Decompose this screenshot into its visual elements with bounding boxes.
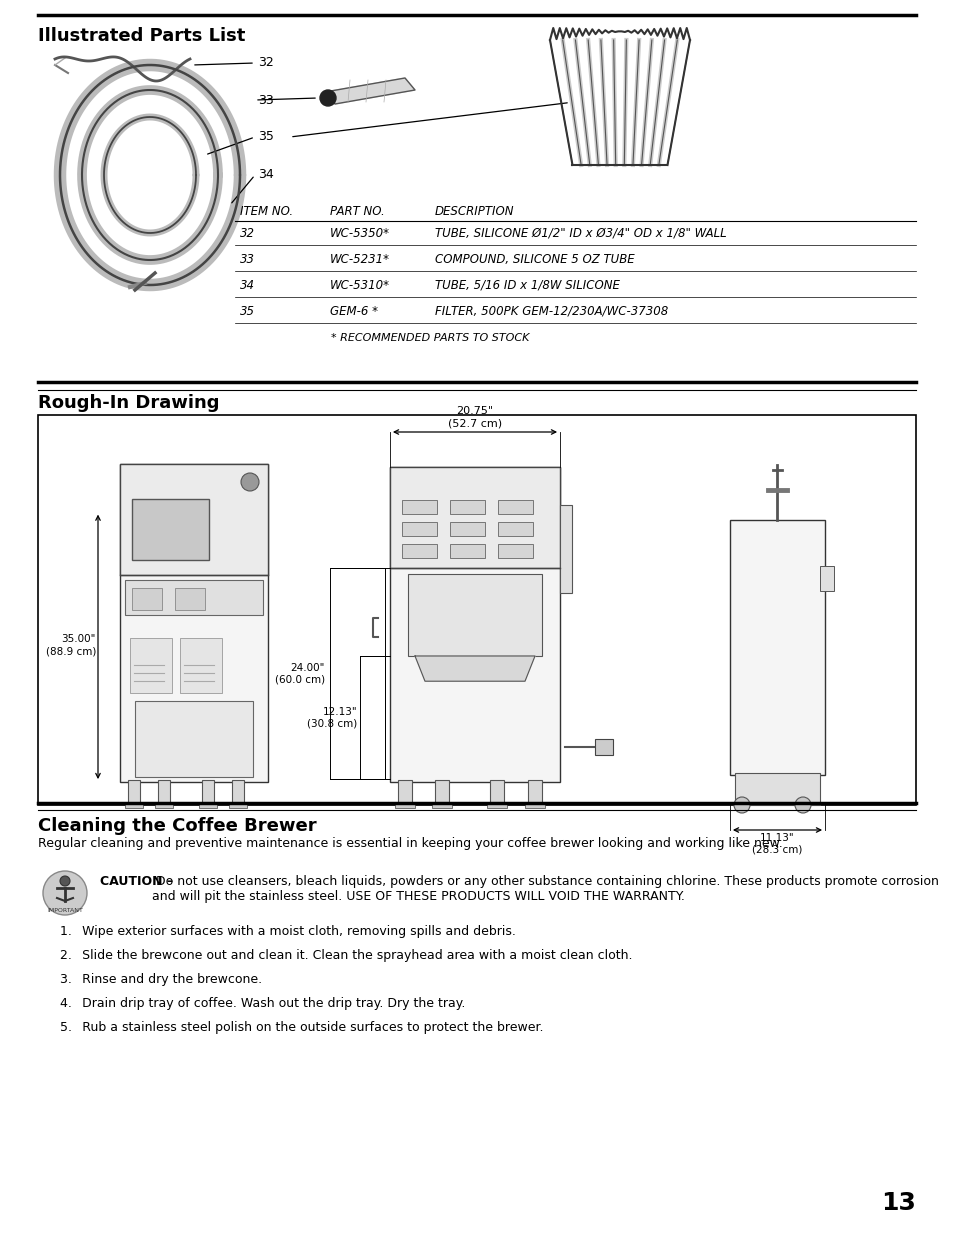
Bar: [820, 567, 833, 592]
Bar: [524, 803, 544, 808]
Bar: [527, 781, 541, 804]
Bar: [497, 500, 533, 514]
Text: Rough-In Drawing: Rough-In Drawing: [38, 394, 219, 412]
Bar: [397, 781, 412, 804]
Bar: [497, 522, 533, 536]
Bar: [559, 505, 572, 593]
Text: IMPORTANT: IMPORTANT: [47, 908, 83, 913]
Text: 35: 35: [240, 305, 254, 317]
Bar: [125, 580, 263, 615]
Bar: [395, 803, 415, 808]
Text: Do not use cleansers, bleach liquids, powders or any other substance containing : Do not use cleansers, bleach liquids, po…: [152, 876, 938, 903]
Bar: [595, 739, 613, 755]
Bar: [734, 773, 820, 805]
Text: Cleaning the Coffee Brewer: Cleaning the Coffee Brewer: [38, 818, 316, 835]
Text: 34: 34: [240, 279, 254, 291]
Text: 4.  Drain drip tray of coffee. Wash out the drip tray. Dry the tray.: 4. Drain drip tray of coffee. Wash out t…: [60, 997, 465, 1010]
Bar: [401, 543, 436, 558]
Circle shape: [733, 797, 749, 813]
Bar: [154, 803, 172, 808]
Circle shape: [60, 876, 70, 885]
Bar: [490, 781, 503, 804]
Bar: [401, 522, 436, 536]
Text: PART NO.: PART NO.: [330, 205, 384, 219]
Text: 13: 13: [881, 1191, 915, 1215]
Text: 2.  Slide the brewcone out and clean it. Clean the sprayhead area with a moist c: 2. Slide the brewcone out and clean it. …: [60, 948, 632, 962]
Bar: [128, 781, 140, 804]
Bar: [38, 415, 915, 805]
Bar: [125, 803, 143, 808]
Text: GEM-6 *: GEM-6 *: [330, 305, 377, 317]
Bar: [130, 638, 172, 693]
Text: Illustrated Parts List: Illustrated Parts List: [38, 27, 245, 44]
Bar: [229, 803, 247, 808]
Bar: [120, 464, 268, 576]
Bar: [158, 781, 170, 804]
Text: DESCRIPTION: DESCRIPTION: [435, 205, 514, 219]
Text: 24.00"
(60.0 cm): 24.00" (60.0 cm): [274, 662, 325, 684]
Bar: [435, 781, 449, 804]
Bar: [202, 781, 213, 804]
Bar: [132, 499, 209, 561]
Bar: [390, 467, 559, 782]
Bar: [330, 568, 385, 779]
Bar: [432, 803, 452, 808]
Bar: [450, 500, 484, 514]
Circle shape: [43, 871, 87, 915]
Circle shape: [241, 473, 258, 492]
Text: 33: 33: [240, 253, 254, 266]
Text: 34: 34: [257, 168, 274, 182]
Text: WC-5231*: WC-5231*: [330, 253, 390, 266]
Bar: [486, 803, 506, 808]
Text: 1.  Wipe exterior surfaces with a moist cloth, removing spills and debris.: 1. Wipe exterior surfaces with a moist c…: [60, 925, 516, 939]
Text: TUBE, 5/16 ID x 1/8W SILICONE: TUBE, 5/16 ID x 1/8W SILICONE: [435, 279, 619, 291]
Bar: [359, 656, 385, 779]
Bar: [199, 803, 216, 808]
Text: TUBE, SILICONE Ø1/2" ID x Ø3/4" OD x 1/8" WALL: TUBE, SILICONE Ø1/2" ID x Ø3/4" OD x 1/8…: [435, 227, 726, 240]
Text: 20.75"
(52.7 cm): 20.75" (52.7 cm): [448, 406, 501, 429]
Text: 35.00"
(88.9 cm): 35.00" (88.9 cm): [46, 635, 96, 656]
Text: 32: 32: [257, 57, 274, 69]
Text: Regular cleaning and preventive maintenance is essential in keeping your coffee : Regular cleaning and preventive maintena…: [38, 837, 781, 850]
Text: 32: 32: [240, 227, 254, 240]
Text: ITEM NO.: ITEM NO.: [240, 205, 293, 219]
Text: 11.13"
(28.3 cm): 11.13" (28.3 cm): [752, 832, 801, 855]
Text: COMPOUND, SILICONE 5 OZ TUBE: COMPOUND, SILICONE 5 OZ TUBE: [435, 253, 634, 266]
Text: 3.  Rinse and dry the brewcone.: 3. Rinse and dry the brewcone.: [60, 973, 262, 986]
Circle shape: [794, 797, 810, 813]
Text: WC-5310*: WC-5310*: [330, 279, 390, 291]
Bar: [408, 574, 541, 656]
Bar: [401, 500, 436, 514]
Bar: [232, 781, 244, 804]
Text: WC-5350*: WC-5350*: [330, 227, 390, 240]
Text: FILTER, 500PK GEM-12/230A/WC-37308: FILTER, 500PK GEM-12/230A/WC-37308: [435, 305, 667, 317]
Text: 12.13"
(30.8 cm): 12.13" (30.8 cm): [307, 706, 356, 729]
Text: 35: 35: [257, 131, 274, 143]
Text: CAUTION –: CAUTION –: [100, 876, 172, 888]
Bar: [450, 543, 484, 558]
Bar: [174, 588, 205, 610]
Bar: [180, 638, 222, 693]
Bar: [729, 520, 824, 776]
Circle shape: [319, 90, 335, 106]
Bar: [120, 464, 268, 782]
Polygon shape: [415, 656, 535, 682]
Bar: [390, 467, 559, 568]
Text: * RECOMMENDED PARTS TO STOCK: * RECOMMENDED PARTS TO STOCK: [331, 333, 529, 343]
Text: 5.  Rub a stainless steel polish on the outside surfaces to protect the brewer.: 5. Rub a stainless steel polish on the o…: [60, 1021, 543, 1034]
Bar: [450, 522, 484, 536]
Bar: [132, 588, 162, 610]
Bar: [497, 543, 533, 558]
Polygon shape: [325, 78, 415, 104]
Text: 33: 33: [257, 94, 274, 106]
Bar: [135, 700, 253, 777]
